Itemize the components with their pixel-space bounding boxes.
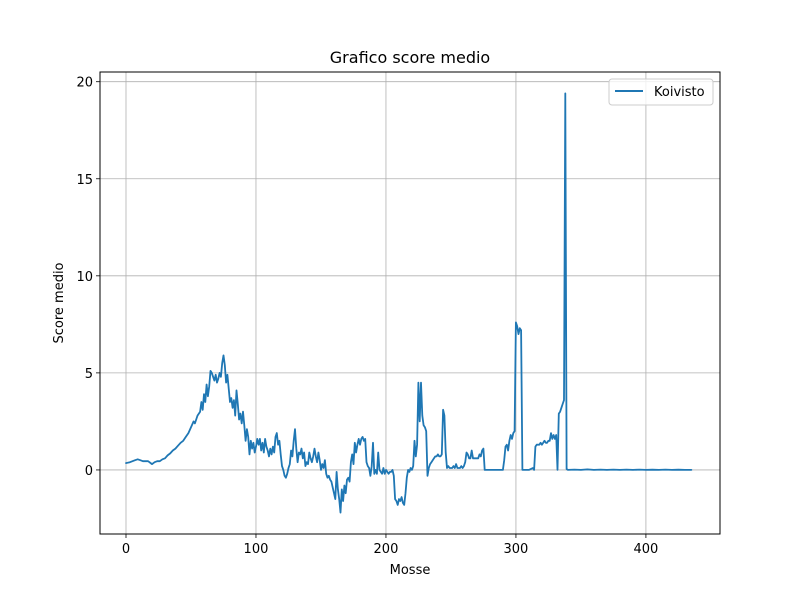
x-tick-label: 0 — [122, 542, 130, 557]
x-tick-label: 200 — [374, 542, 399, 557]
legend-box — [608, 78, 714, 106]
plot-frame — [99, 71, 721, 535]
x-tick-label: 400 — [633, 542, 658, 557]
chart-title: Grafico score medio — [330, 48, 490, 67]
series-layer — [125, 92, 693, 514]
y-axis-label: Score medio — [52, 262, 67, 343]
axis-ticks: 0 100 200 300 400 0 5 10 15 20 — [76, 76, 658, 557]
legend: Koivisto — [608, 78, 714, 106]
y-tick-label: 10 — [76, 270, 93, 285]
x-tick-label: 300 — [504, 542, 529, 557]
y-tick-label: 5 — [85, 367, 93, 382]
y-tick-label: 0 — [85, 464, 93, 479]
y-tick-label: 20 — [76, 76, 93, 91]
legend-label-koivisto: Koivisto — [654, 85, 705, 100]
x-tick-label: 100 — [244, 542, 269, 557]
x-axis-label: Mosse — [390, 563, 431, 578]
series-line-koivisto — [125, 92, 693, 514]
y-tick-label: 15 — [76, 173, 93, 188]
